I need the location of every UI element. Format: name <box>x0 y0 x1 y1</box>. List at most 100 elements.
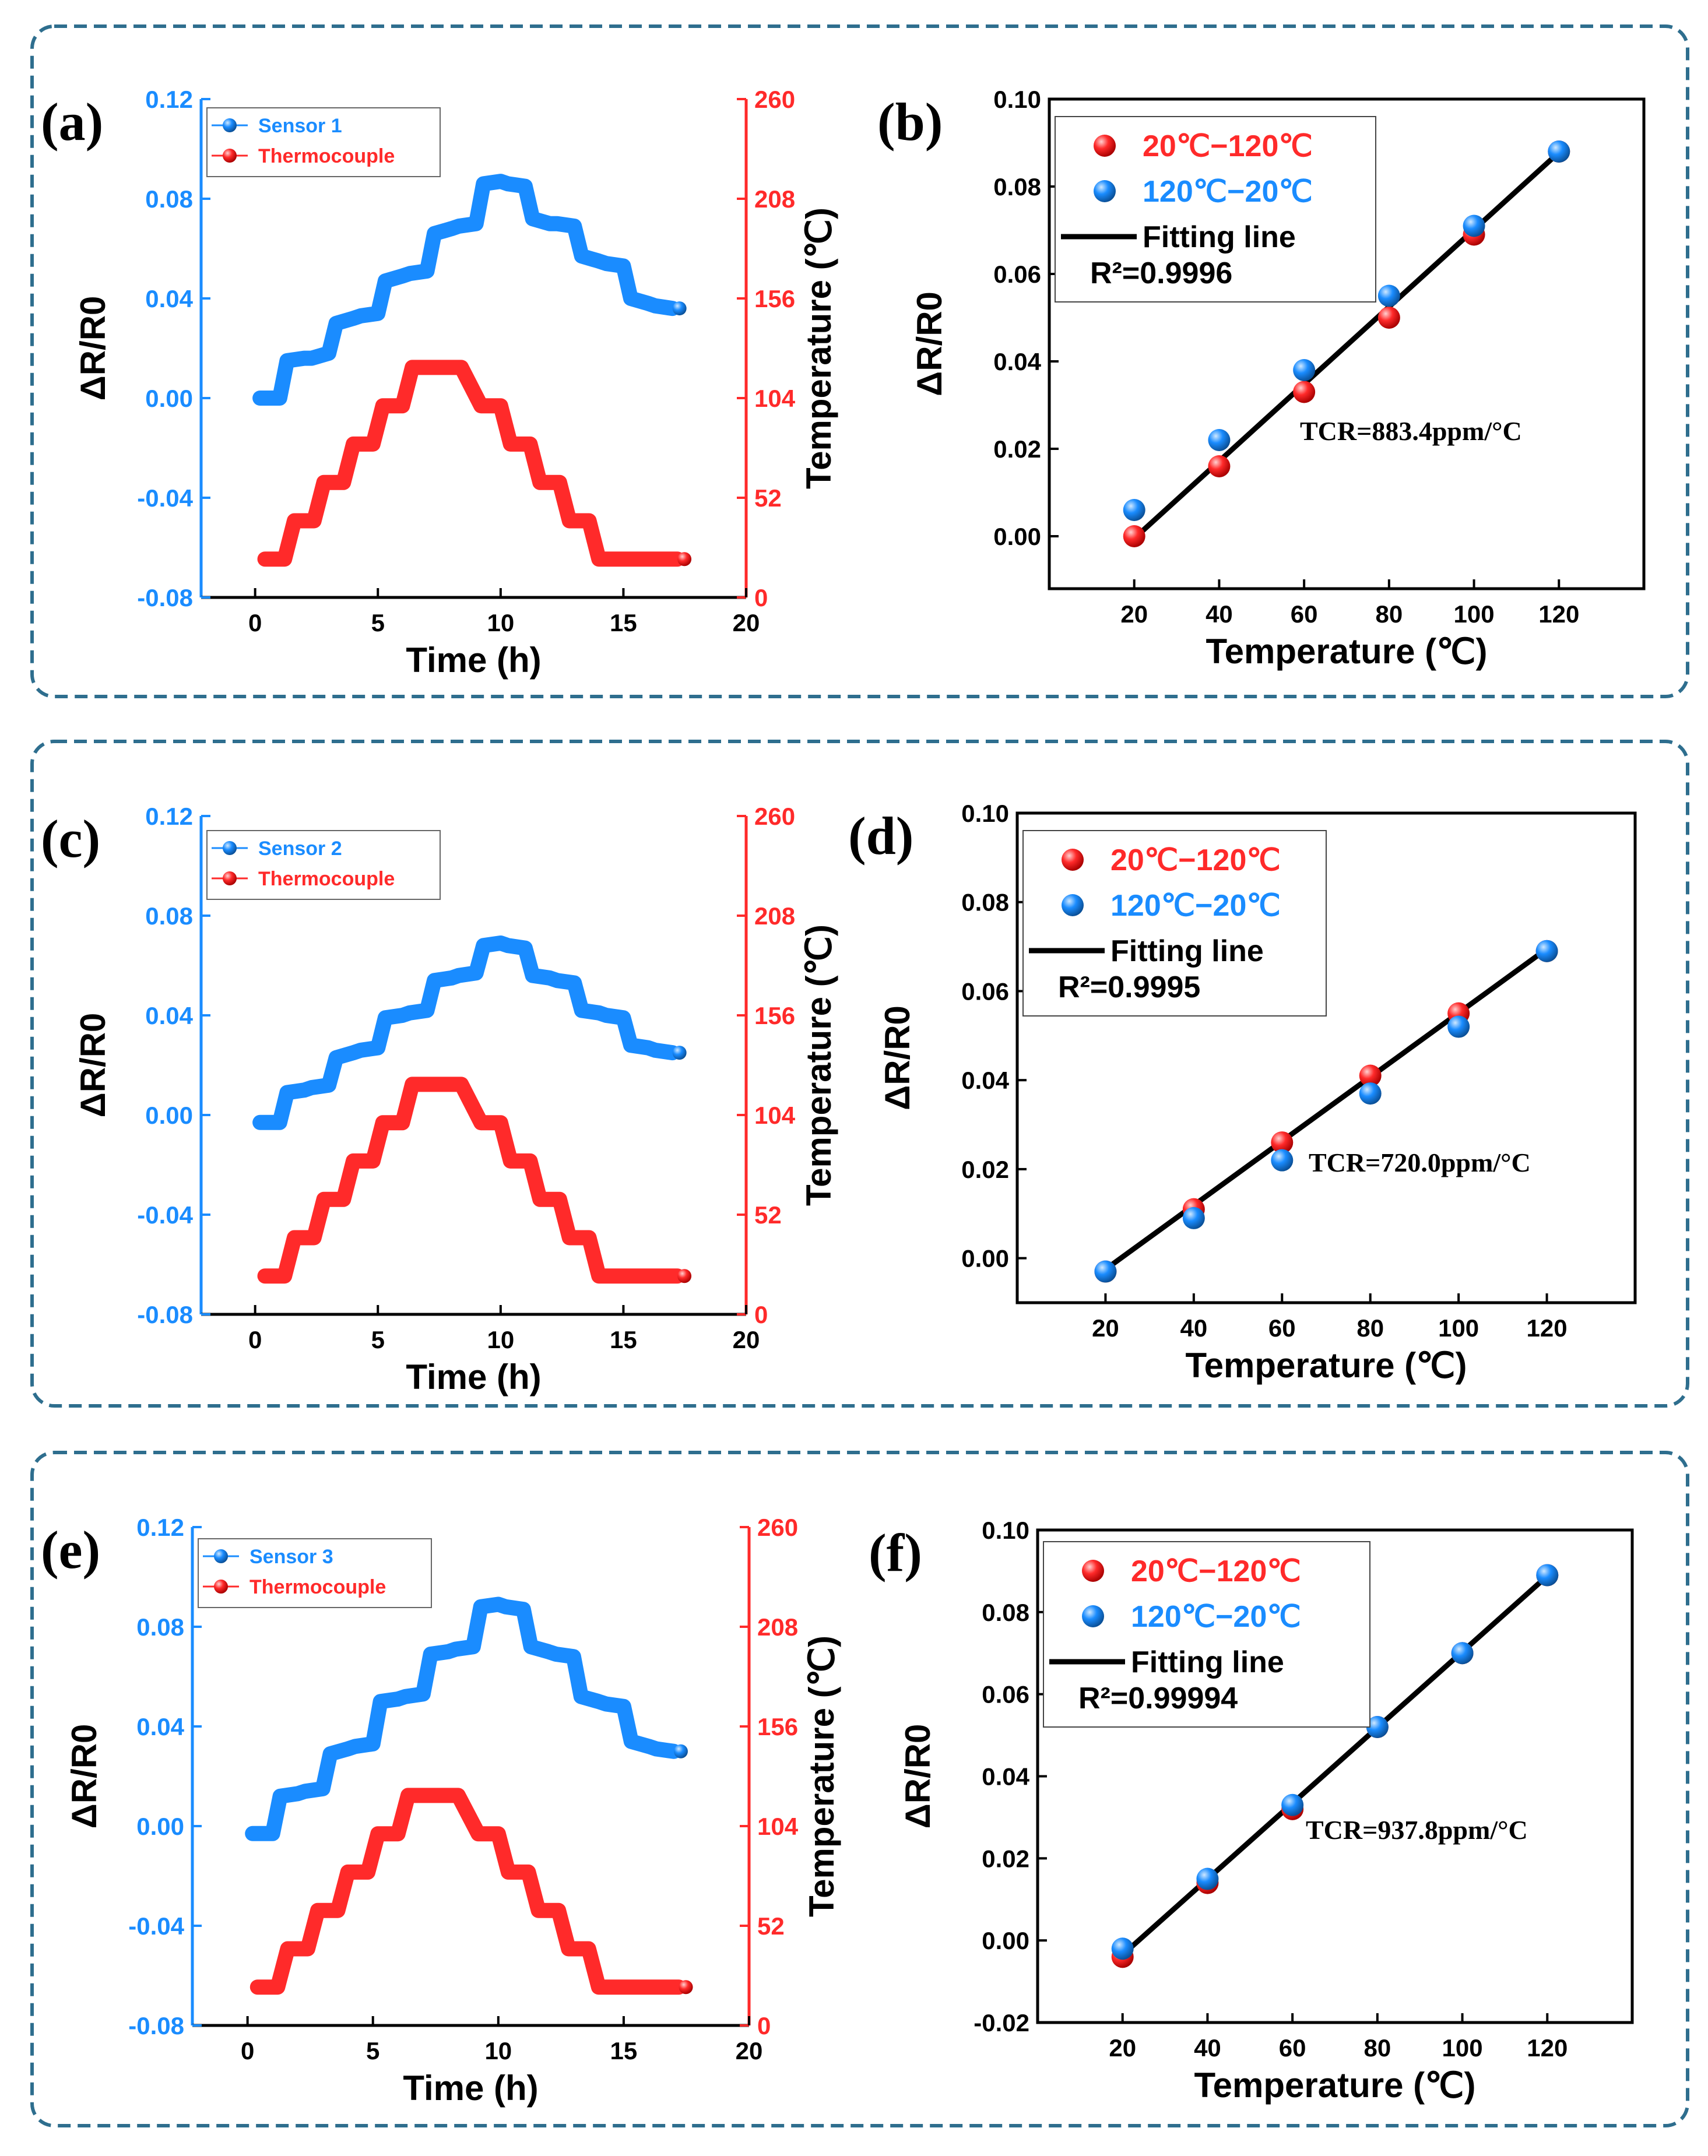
legend-box <box>206 830 441 900</box>
legend-label: Fitting line <box>1110 934 1264 968</box>
y-tick-label: 0.02 <box>982 1845 1029 1872</box>
chart-panel-b: (b) 0.00 0.02 0.04 0.06 0.08 0.10 20 40 60 80 100 12… <box>877 86 1646 671</box>
series-end-point <box>677 1269 692 1283</box>
data-point <box>1111 1937 1134 1960</box>
x-tick-label: 20 <box>1092 1314 1119 1342</box>
x-tick-label: 0 <box>241 2037 254 2064</box>
panel-frame-2 <box>30 740 1689 1408</box>
legend-box <box>206 107 441 177</box>
series-line-thermocouple <box>257 360 686 567</box>
x-axis-title: Temperature (℃) <box>1194 2066 1475 2105</box>
data-point <box>1447 1015 1470 1038</box>
y-tick-label: -0.04 <box>128 1912 184 1940</box>
x-tick-label: 120 <box>1527 1314 1568 1342</box>
y2-tick-label: 156 <box>754 285 795 312</box>
y2-axis-title: Temperature (℃) <box>802 1636 841 1917</box>
y2-tick-label: 260 <box>754 86 795 113</box>
fitting-line <box>1132 150 1561 541</box>
y-tick-label: 0.08 <box>982 1599 1029 1626</box>
panel-letter: (b) <box>877 92 943 152</box>
x-tick-label: 40 <box>1206 600 1233 628</box>
chart-panel-d: (d) 0.00 0.02 0.04 0.06 0.08 0.10 20 40 60 80 100 12… <box>848 800 1637 1385</box>
y2-tick-label: 0 <box>754 584 768 611</box>
x-tick-label: 120 <box>1538 600 1579 628</box>
y-tick-label: 0.06 <box>982 1681 1029 1708</box>
tcr-annotation: TCR=720.0ppm/°C <box>1309 1148 1531 1177</box>
legend-swatch-marker <box>1062 849 1084 871</box>
y-tick-label: 0.12 <box>136 1514 184 1541</box>
data-point <box>1463 214 1485 237</box>
x-axis-title: Temperature (℃) <box>1206 632 1487 671</box>
data-point <box>1271 1131 1294 1154</box>
y-tick-label: -0.04 <box>137 1201 193 1229</box>
y-tick-label: 0.08 <box>145 185 193 213</box>
data-point <box>1377 307 1400 329</box>
data-point <box>1536 1564 1559 1587</box>
x-tick-label: 10 <box>487 1326 514 1353</box>
y-tick-label: -0.04 <box>137 484 193 512</box>
y-tick-label: 0.10 <box>993 86 1041 113</box>
data-point <box>1271 1149 1294 1172</box>
x-tick-label: 40 <box>1180 1314 1207 1342</box>
legend-label: Sensor 2 <box>258 838 342 860</box>
legend-swatch-marker <box>1062 894 1084 916</box>
y-axis-title: ΔR/R0 <box>898 1724 937 1829</box>
legend-swatch-marker <box>223 871 237 885</box>
y2-tick-label: 156 <box>754 1002 795 1029</box>
data-point <box>1548 140 1570 163</box>
legend-label: 20℃−120℃ <box>1110 843 1281 877</box>
y-axis-title: ΔR/R0 <box>65 1724 104 1829</box>
y2-tick-label: 104 <box>754 1102 796 1129</box>
y2-tick-label: 208 <box>754 185 795 213</box>
x-tick-label: 60 <box>1279 2034 1306 2062</box>
legend-label: Fitting line <box>1143 220 1296 254</box>
data-point <box>1123 499 1145 521</box>
y-tick-label: -0.08 <box>128 2012 184 2039</box>
series-end-point <box>679 1980 693 1995</box>
data-point <box>1451 1642 1474 1665</box>
panel-letter: (c) <box>41 809 100 868</box>
y-tick-label: 0.08 <box>145 902 193 930</box>
y2-tick-label: 52 <box>754 1201 782 1229</box>
legend-swatch-marker <box>1094 135 1116 157</box>
plot-frame <box>1048 97 1646 590</box>
x-axis-title: Temperature (℃) <box>1185 1346 1467 1385</box>
y2-tick-label: 260 <box>754 803 795 830</box>
y-tick-label: 0.10 <box>961 800 1009 827</box>
fitting-line <box>1120 1574 1549 1957</box>
y-tick-label: 0.00 <box>136 1813 184 1840</box>
y-axis-title: ΔR/R0 <box>73 296 113 401</box>
y-tick-label: 0.12 <box>145 803 193 830</box>
x-tick-label: 20 <box>1120 600 1148 628</box>
legend-swatch-marker <box>223 149 237 163</box>
y-tick-label: 0.04 <box>136 1713 184 1740</box>
y-tick-label: 0.00 <box>993 523 1041 550</box>
y-tick-label: 0.00 <box>982 1927 1029 1954</box>
y-tick-label: -0.08 <box>137 584 193 611</box>
series-end-point <box>673 1744 688 1758</box>
legend-label: 20℃−120℃ <box>1131 1554 1301 1588</box>
panel-frame-1 <box>30 24 1689 698</box>
legend-label: Thermocouple <box>258 868 395 890</box>
legend-label: Thermocouple <box>258 145 395 167</box>
y2-tick-label: 208 <box>754 902 795 930</box>
x-axis-title: Time (h) <box>406 1357 541 1397</box>
y2-tick-label: 260 <box>757 1514 798 1541</box>
legend-swatch-marker <box>214 1580 228 1594</box>
x-tick-label: 15 <box>610 2037 638 2064</box>
x-tick-label: 80 <box>1363 2034 1391 2062</box>
y-axis-title: ΔR/R0 <box>910 291 949 396</box>
series-line-thermocouple <box>249 1788 687 1995</box>
legend-swatch-marker <box>1082 1605 1104 1627</box>
legend-box <box>198 1538 432 1608</box>
y-tick-label: 0.08 <box>961 889 1009 916</box>
legend-swatch-marker <box>1094 180 1116 202</box>
panel-letter: (e) <box>41 1520 100 1580</box>
y-tick-label: 0.06 <box>961 977 1009 1005</box>
data-point <box>1535 940 1558 962</box>
y-tick-label: 0.04 <box>982 1763 1029 1791</box>
y-tick-label: 0.02 <box>961 1156 1009 1183</box>
tcr-annotation: TCR=937.8ppm/°C <box>1306 1815 1528 1845</box>
y2-tick-label: 156 <box>757 1713 798 1740</box>
